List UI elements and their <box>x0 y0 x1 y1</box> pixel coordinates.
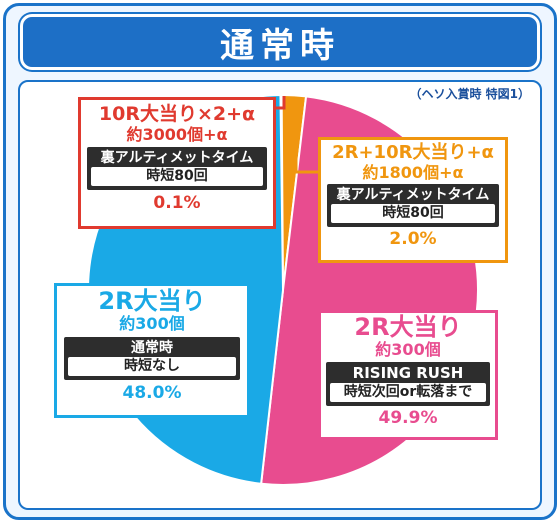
mode-label: RISING RUSH <box>352 363 464 382</box>
card-payout: 約3000個+α <box>126 124 228 144</box>
card-percent: 48.0% <box>122 382 182 403</box>
card-percent: 2.0% <box>389 229 437 250</box>
card-payout: 約1800個+α <box>362 162 464 182</box>
mode-box: 裏アルティメットタイム 時短80回 <box>327 183 499 228</box>
jitan-label: 時短80回 <box>331 204 495 224</box>
jitan-label: 時短なし <box>68 356 236 376</box>
card-percent: 49.9% <box>378 407 438 428</box>
mode-box: 裏アルティメットタイム 時短80回 <box>87 147 267 191</box>
leader-line-orange <box>294 98 318 174</box>
card-percent: 0.1% <box>153 193 201 214</box>
title-bar: 通常時 <box>20 14 540 70</box>
mode-box: RISING RUSH 時短次回or転落まで <box>326 361 490 406</box>
card-payout: 約300個 <box>119 314 185 334</box>
card-title: 2R大当り <box>98 287 206 315</box>
jitan-label: 時短次回or転落まで <box>330 383 486 402</box>
card-2r-normal: 2R大当り 約300個 通常時 時短なし 48.0% <box>54 283 250 418</box>
mode-label: 通常時 <box>131 339 173 356</box>
card-payout: 約300個 <box>375 340 441 360</box>
jitan-label: 時短80回 <box>91 167 263 187</box>
card-2r-rising-rush: 2R大当り 約300個 RISING RUSH 時短次回or転落まで 49.9% <box>318 310 498 440</box>
card-title: 2R+10R大当り+α <box>332 142 494 163</box>
page-title: 通常時 <box>220 25 340 66</box>
condition-note: （ヘソ入賞時 特図1） <box>409 87 530 101</box>
mode-label: 裏アルティメットタイム <box>336 186 490 203</box>
mode-box: 通常時 時短なし <box>64 336 240 380</box>
card-2r-10r-jackpot: 2R+10R大当り+α 約1800個+α 裏アルティメットタイム 時短80回 2… <box>318 137 508 263</box>
leader-line-red <box>276 96 286 110</box>
mode-label: 裏アルティメットタイム <box>100 150 254 167</box>
card-title: 10R大当り×2+α <box>98 103 256 125</box>
card-10r-jackpot: 10R大当り×2+α 約3000個+α 裏アルティメットタイム 時短80回 0.… <box>78 97 276 229</box>
card-title: 2R大当り <box>354 313 462 341</box>
